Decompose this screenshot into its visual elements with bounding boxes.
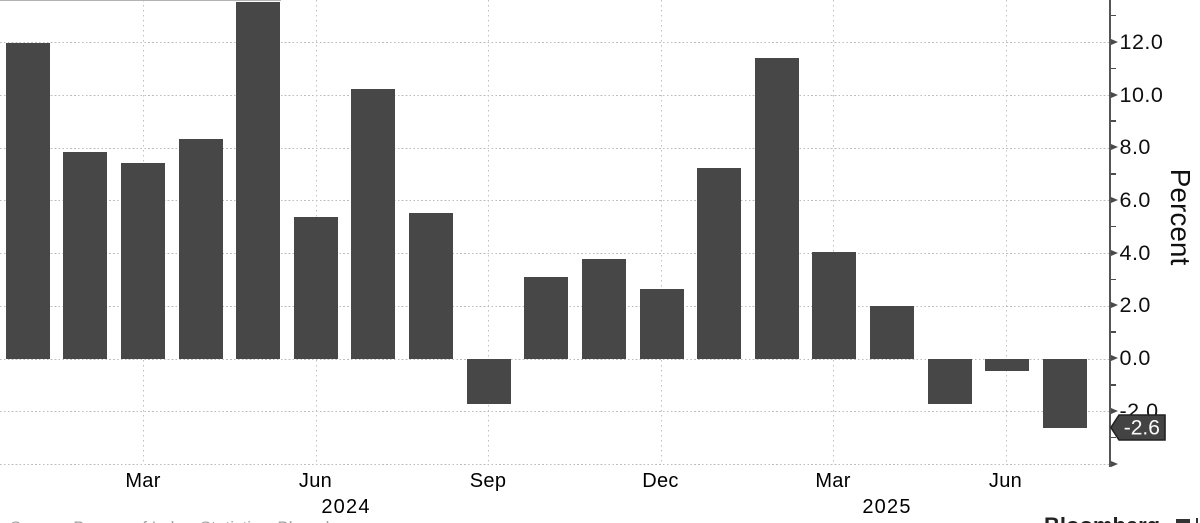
svg-text:-2.6: -2.6 bbox=[1123, 416, 1159, 439]
